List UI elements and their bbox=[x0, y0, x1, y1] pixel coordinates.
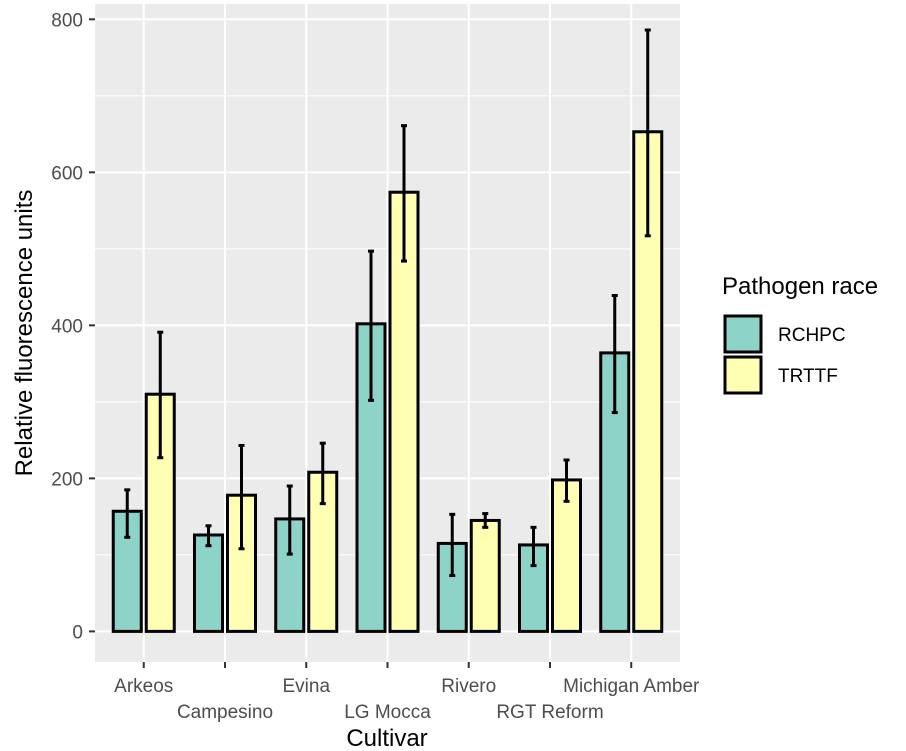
bar bbox=[469, 518, 501, 633]
y-tick-label: 800 bbox=[51, 10, 83, 31]
bar bbox=[193, 533, 224, 633]
legend-title: Pathogen race bbox=[722, 273, 878, 300]
x-tick-label: RGT Reform bbox=[496, 702, 603, 723]
grid-lines bbox=[95, 4, 680, 662]
legend: Pathogen race RCHPC TRTTF bbox=[722, 273, 878, 395]
y-tick-label: 400 bbox=[51, 316, 83, 337]
y-tick-label: 600 bbox=[51, 163, 83, 184]
x-tick-label: Campesino bbox=[177, 702, 273, 723]
legend-key bbox=[723, 355, 763, 395]
y-tick-label: 200 bbox=[51, 469, 83, 490]
y-axis: 0 200 400 600 800 bbox=[51, 10, 95, 643]
bar bbox=[388, 190, 420, 633]
x-tick-label: LG Mocca bbox=[344, 702, 431, 723]
legend-key bbox=[723, 314, 763, 354]
legend-label: TRTTF bbox=[778, 366, 838, 387]
x-tick-label: Rivero bbox=[441, 676, 496, 697]
legend-label: RCHPC bbox=[778, 325, 846, 346]
x-tick-label: Evina bbox=[282, 676, 330, 697]
x-tick-label: Michigan Amber bbox=[563, 676, 700, 697]
y-tick-label: 0 bbox=[72, 622, 83, 643]
error-bars bbox=[124, 28, 651, 578]
y-axis-title: Relative fluorescence units bbox=[11, 190, 38, 477]
bar bbox=[551, 478, 582, 633]
x-axis-title: Cultivar bbox=[346, 725, 427, 751]
x-tick-label: Arkeos bbox=[114, 676, 173, 697]
